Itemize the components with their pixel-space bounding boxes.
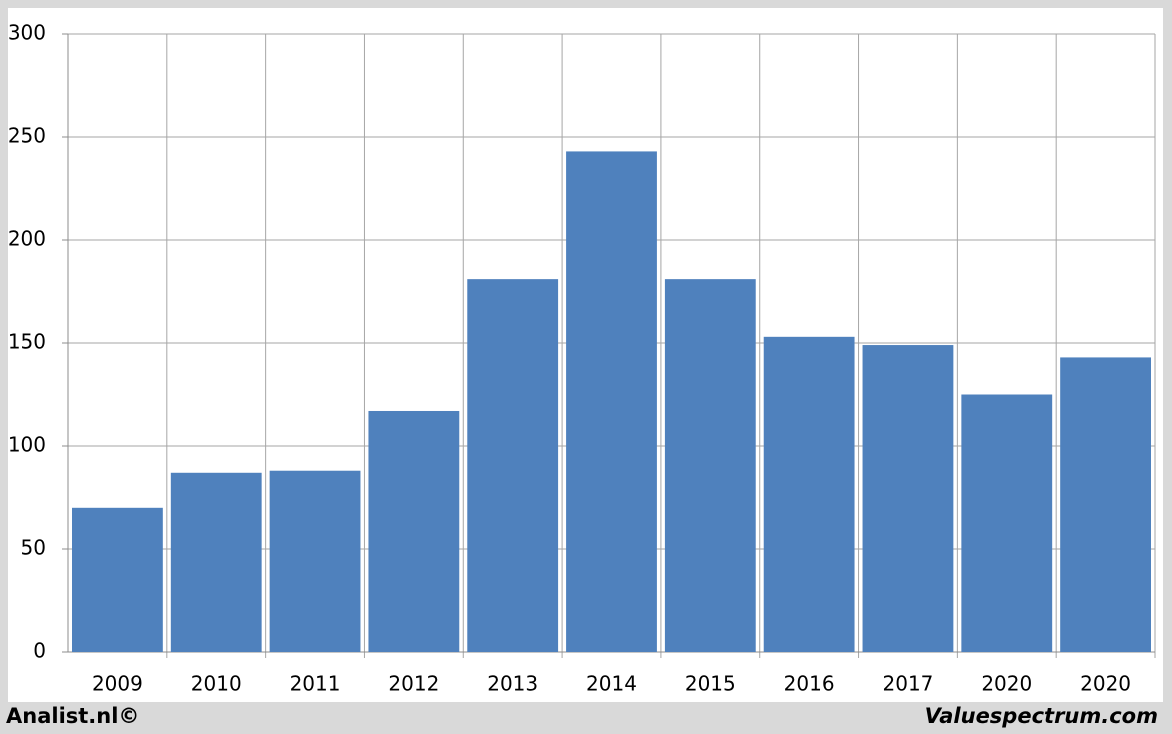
bar	[72, 507, 163, 652]
x-tick-label: 2010	[191, 672, 242, 696]
x-tick-label: 2013	[487, 672, 538, 696]
y-tick-label: 300	[8, 21, 46, 45]
x-tick-label: 2012	[388, 672, 439, 696]
y-tick-label: 100	[8, 433, 46, 457]
x-tick-label: 2016	[784, 672, 835, 696]
y-tick-label: 0	[33, 639, 46, 663]
source-left: Analist.nl©	[6, 704, 139, 728]
y-tick-label: 200	[8, 227, 46, 251]
bar	[368, 410, 460, 652]
bar	[269, 470, 361, 652]
bar	[566, 151, 657, 653]
source-right: Valuespectrum.com	[925, 704, 1158, 728]
y-tick-label: 150	[8, 330, 46, 354]
bar	[664, 279, 756, 652]
x-tick-label: 2014	[586, 672, 637, 696]
y-tick-label: 50	[21, 536, 46, 560]
bar	[467, 279, 559, 652]
bar	[763, 336, 855, 652]
bar	[170, 472, 262, 652]
x-tick-label: 2020	[981, 672, 1032, 696]
x-tick-label: 2017	[883, 672, 934, 696]
x-tick-label: 2011	[290, 672, 341, 696]
y-tick-label: 250	[8, 124, 46, 148]
bar	[961, 394, 1053, 652]
x-tick-label: 2009	[92, 672, 143, 696]
bar	[862, 345, 954, 652]
x-tick-label: 2015	[685, 672, 736, 696]
bar	[1060, 357, 1151, 652]
x-tick-label: 2020	[1080, 672, 1131, 696]
